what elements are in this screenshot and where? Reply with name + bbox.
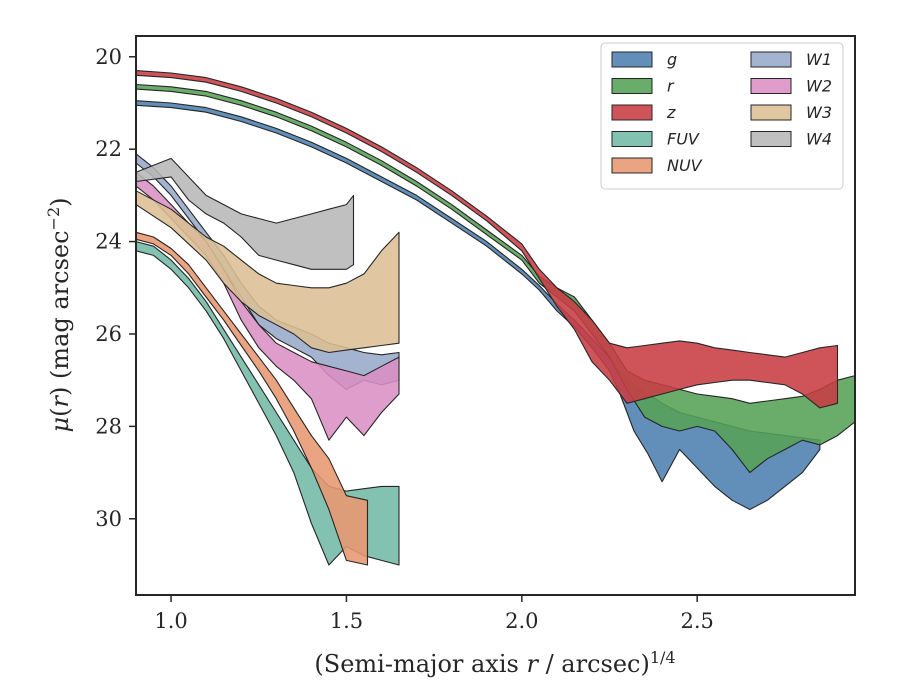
- y-axis-label-var: r: [46, 395, 74, 408]
- legend-label-nuv: NUV: [667, 156, 703, 175]
- legend-swatch-fuv: [611, 131, 653, 147]
- y-tick-label: 24: [95, 230, 122, 254]
- legend-label-w3: W3: [806, 103, 832, 122]
- y-tick-label: 22: [95, 137, 122, 161]
- y-axis-label-close: ): [46, 197, 74, 206]
- legend-swatch-w4: [750, 131, 792, 147]
- y-tick-label: 20: [95, 45, 122, 69]
- legend-swatch-nuv: [611, 157, 653, 174]
- band-fuv: [135, 241, 400, 566]
- legend-swatch-w3: [750, 104, 792, 121]
- x-axis-label-exponent: 1/4: [650, 648, 676, 667]
- legend-items: grz FUV NUV W1 W2 W3 W4: [611, 50, 832, 175]
- y-axis-label: μ(r) (mag arcsec−2): [44, 197, 75, 432]
- y-tick-label: 28: [95, 414, 122, 438]
- legend-label-w4: W4: [806, 130, 832, 149]
- x-axis-label: (Semi-major axis r / arcsec)1/4: [314, 648, 675, 679]
- x-tick-label: 2.5: [680, 609, 713, 633]
- x-tick-label: 1.5: [330, 609, 363, 633]
- x-axis-label-base: (Semi-major axis: [314, 650, 526, 678]
- legend-label-w2: W2: [806, 77, 832, 96]
- legend-swatch-r: [611, 78, 653, 94]
- y-axis-label-open: (: [46, 408, 74, 417]
- x-axis-ticks: 1.0 1.5 2.0 2.5: [154, 595, 714, 633]
- legend-label-z: z: [666, 103, 676, 122]
- y-axis-label-mu: μ: [46, 417, 74, 433]
- legend-label-fuv: FUV: [667, 130, 700, 149]
- legend-swatch-w2: [750, 78, 792, 94]
- y-tick-label: 26: [95, 322, 122, 346]
- legend-label-g: g: [667, 50, 677, 69]
- y-tick-label: 30: [95, 507, 122, 531]
- legend-label-r: r: [667, 77, 675, 96]
- y-axis-label-exponent: −2: [44, 207, 63, 231]
- legend: grz FUV NUV W1 W2 W3 W4: [600, 42, 844, 190]
- y-axis-label-rest: ) (mag arcsec: [46, 230, 74, 396]
- plot-frame: [135, 35, 856, 596]
- x-tick-label: 1.0: [154, 609, 187, 633]
- legend-swatch-w1: [750, 51, 792, 68]
- band-w3: [135, 190, 400, 354]
- band-w4: [135, 157, 355, 270]
- legend-label-w1: W1: [806, 50, 832, 69]
- band-z: [135, 70, 839, 409]
- legend-swatch-z: [611, 104, 653, 121]
- profile-bands: [135, 70, 856, 566]
- x-axis-label-var: r: [526, 650, 539, 678]
- band-nuv: [135, 231, 369, 566]
- y-axis-ticks: 20 22 24 26 28 30: [95, 45, 136, 531]
- x-tick-label: 2.0: [505, 609, 538, 633]
- x-axis-label-mid: / arcsec): [538, 650, 650, 678]
- legend-swatch-g: [611, 51, 653, 68]
